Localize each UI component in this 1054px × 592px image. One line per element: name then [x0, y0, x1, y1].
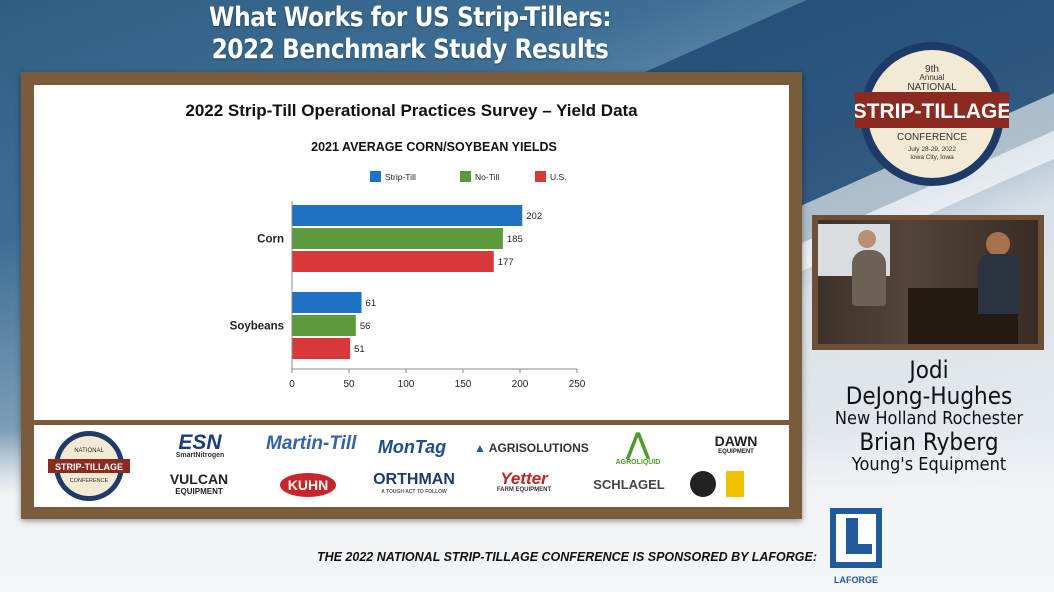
slide-title-line2: 2022 Benchmark Study Results [211, 34, 609, 65]
svg-text:NATIONAL: NATIONAL [907, 82, 957, 93]
svg-text:9th: 9th [925, 64, 939, 75]
chart-panel: 2022 Strip-Till Operational Practices Su… [34, 85, 789, 420]
speaker-head [986, 232, 1010, 256]
orthman-logo: ORTHMAN A TOUGH ACT TO FOLLOW [373, 471, 455, 495]
agroliquid-logo: ⋀ AGROLIQUID [612, 428, 664, 467]
category-label: Soybeans [230, 321, 284, 333]
bar-value-label: 202 [526, 211, 542, 222]
laforge-l-icon [830, 508, 882, 568]
svg-text:NATIONAL: NATIONAL [74, 448, 104, 454]
bar [292, 251, 494, 272]
speaker2-company: Young's Equipment [851, 454, 1007, 475]
sponsor-footer-text: THE 2022 NATIONAL STRIP-TILLAGE CONFEREN… [316, 550, 817, 564]
bar [292, 205, 523, 226]
legend-swatch [370, 171, 381, 182]
svg-text:CONFERENCE: CONFERENCE [897, 132, 967, 143]
strip-till-strategies-logo [726, 471, 744, 497]
speaker-names: Jodi DeJong-Hughes New Holland Rochester… [815, 357, 1043, 475]
category-label: Corn [257, 234, 284, 246]
legend-label: No-Till [475, 172, 499, 182]
legend-swatch [535, 171, 546, 182]
seated-person-head [858, 230, 876, 248]
x-tick-label: 250 [569, 379, 586, 390]
x-tick-label: 200 [512, 379, 529, 390]
speaker2-name: Brian Ryberg [859, 428, 999, 456]
chart-subtitle: 2021 AVERAGE CORN/SOYBEAN YIELDS [311, 140, 557, 154]
speaker1-company: New Holland Rochester [834, 408, 1024, 429]
esn-logo: ESN SmartNitrogen [175, 431, 225, 459]
svg-text:STRIP-TILLAGE: STRIP-TILLAGE [855, 100, 1009, 123]
agrisolutions-logo: ▲ AGRISOLUTIONS [474, 441, 589, 455]
bar-chart: 2021 AVERAGE CORN/SOYBEAN YIELDS Strip-T… [230, 140, 586, 390]
dawn-logo: DAWN EQUIPMENT [714, 433, 758, 455]
soil-logo [690, 471, 716, 497]
speaker-body [978, 254, 1020, 314]
sponsor-strip: STRIP-TILLAGE NATIONAL CONFERENCE ESN Sm… [34, 425, 789, 507]
schlagel-logo: SCHLAGEL [593, 477, 665, 492]
yetter-logo: Yetter FARM EQUIPMENT [496, 469, 552, 493]
x-tick-label: 100 [398, 379, 415, 390]
speaker1-last-name: DeJong-Hughes [845, 382, 1013, 410]
bar-value-label: 51 [354, 344, 365, 355]
legend-label: U.S. [550, 172, 567, 182]
vulcan-logo: VULCAN EQUIPMENT [169, 471, 229, 496]
bar-value-label: 177 [498, 257, 514, 268]
conference-logo-small: STRIP-TILLAGE NATIONAL CONFERENCE [48, 431, 130, 501]
conference-badge: 9th Annual NATIONAL STRIP-TILLAGE CONFER… [855, 42, 1009, 186]
bar-value-label: 185 [507, 234, 523, 245]
bar [292, 228, 503, 249]
svg-text:Iowa City, Iowa: Iowa City, Iowa [910, 154, 954, 161]
x-tick-label: 0 [289, 379, 295, 390]
speaker1-first-name: Jodi [909, 356, 949, 384]
svg-text:July 28-29, 2022: July 28-29, 2022 [908, 146, 956, 153]
svg-text:Annual: Annual [920, 73, 945, 82]
montag-logo: MonTag [377, 437, 447, 457]
bar-value-label: 61 [366, 298, 377, 309]
bar-value-label: 56 [360, 321, 371, 332]
agrisolutions-triangle-icon: ▲ [474, 441, 486, 455]
legend-swatch [460, 171, 471, 182]
bar [292, 315, 356, 336]
legend-label: Strip-Till [385, 172, 416, 182]
laforge-logo: LAFORGE [826, 506, 886, 585]
x-tick-label: 150 [455, 379, 472, 390]
martin-till-logo: Martin-Till [266, 433, 357, 454]
agroliquid-leaf-icon: ⋀ [626, 428, 650, 459]
slide-title-line1: What Works for US Strip-Tillers: [208, 2, 612, 33]
seated-person [852, 250, 886, 306]
x-tick-label: 50 [343, 379, 355, 390]
chart-title: 2022 Strip-Till Operational Practices Su… [185, 101, 638, 120]
bar [292, 292, 362, 313]
speaker-video [818, 220, 1038, 344]
svg-text:CONFERENCE: CONFERENCE [70, 478, 109, 484]
bar [292, 338, 351, 359]
kuhn-logo: KUHN [280, 473, 336, 497]
svg-text:STRIP-TILLAGE: STRIP-TILLAGE [55, 462, 123, 472]
slide-title: What Works for US Strip-Tillers: 2022 Be… [186, 2, 633, 66]
